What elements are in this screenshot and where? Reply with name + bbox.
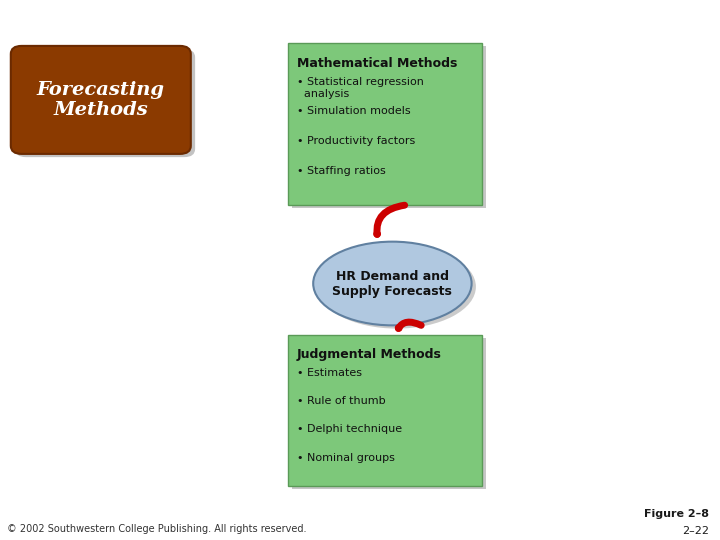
FancyBboxPatch shape bbox=[292, 338, 486, 489]
FancyBboxPatch shape bbox=[288, 335, 482, 486]
Text: • Productivity factors: • Productivity factors bbox=[297, 136, 415, 146]
FancyBboxPatch shape bbox=[11, 46, 191, 154]
FancyBboxPatch shape bbox=[288, 43, 482, 205]
FancyBboxPatch shape bbox=[292, 46, 486, 208]
Text: Judgmental Methods: Judgmental Methods bbox=[297, 348, 441, 361]
FancyBboxPatch shape bbox=[15, 49, 195, 157]
Text: 2–22: 2–22 bbox=[683, 525, 709, 536]
Ellipse shape bbox=[313, 241, 472, 325]
FancyArrowPatch shape bbox=[377, 205, 405, 234]
Text: Mathematical Methods: Mathematical Methods bbox=[297, 57, 457, 70]
Ellipse shape bbox=[318, 245, 476, 328]
Text: • Estimates: • Estimates bbox=[297, 368, 361, 379]
Text: • Delphi technique: • Delphi technique bbox=[297, 424, 402, 435]
Text: Forecasting
Methods: Forecasting Methods bbox=[37, 80, 165, 119]
Text: • Staffing ratios: • Staffing ratios bbox=[297, 166, 385, 176]
FancyArrowPatch shape bbox=[398, 322, 421, 328]
Text: • Nominal groups: • Nominal groups bbox=[297, 453, 395, 463]
Text: © 2002 Southwestern College Publishing. All rights reserved.: © 2002 Southwestern College Publishing. … bbox=[7, 523, 307, 534]
Text: • Simulation models: • Simulation models bbox=[297, 106, 410, 117]
Text: HR Demand and
Supply Forecasts: HR Demand and Supply Forecasts bbox=[333, 269, 452, 298]
Text: Figure 2–8: Figure 2–8 bbox=[644, 509, 709, 519]
Text: • Statistical regression
  analysis: • Statistical regression analysis bbox=[297, 77, 423, 99]
Text: • Rule of thumb: • Rule of thumb bbox=[297, 396, 385, 407]
